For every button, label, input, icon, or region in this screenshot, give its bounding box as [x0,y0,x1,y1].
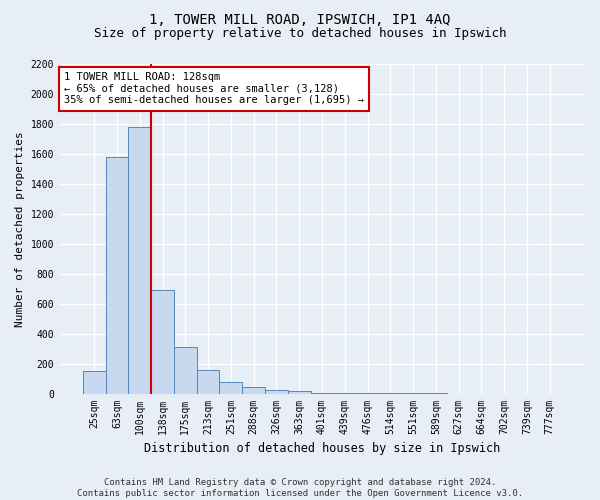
Y-axis label: Number of detached properties: Number of detached properties [15,131,25,326]
Bar [220,382,242,394]
Bar [174,347,197,394]
Bar [197,370,220,394]
Bar [242,387,265,394]
Bar [288,392,311,394]
Bar [106,157,128,394]
Text: 1 TOWER MILL ROAD: 128sqm
← 65% of detached houses are smaller (3,128)
35% of se: 1 TOWER MILL ROAD: 128sqm ← 65% of detac… [64,72,364,106]
Bar [311,393,334,394]
Bar [151,290,174,394]
Text: 1, TOWER MILL ROAD, IPSWICH, IP1 4AQ: 1, TOWER MILL ROAD, IPSWICH, IP1 4AQ [149,12,451,26]
Text: Contains HM Land Registry data © Crown copyright and database right 2024.
Contai: Contains HM Land Registry data © Crown c… [77,478,523,498]
Bar [265,390,288,394]
Bar [83,371,106,394]
Text: Size of property relative to detached houses in Ipswich: Size of property relative to detached ho… [94,28,506,40]
X-axis label: Distribution of detached houses by size in Ipswich: Distribution of detached houses by size … [144,442,500,455]
Bar [128,127,151,394]
